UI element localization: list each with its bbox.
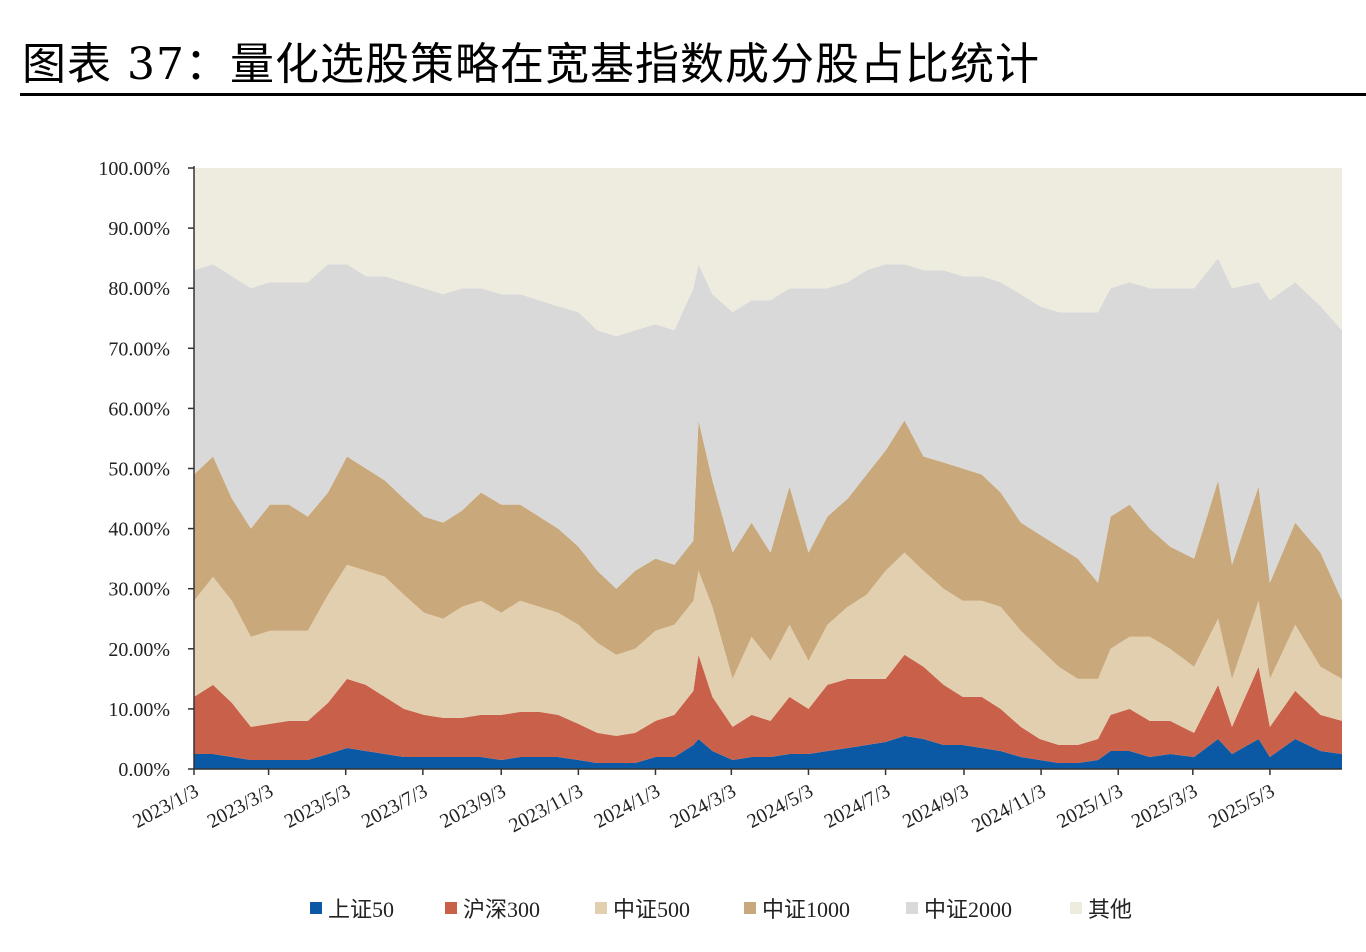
y-tick-label: 40.00% <box>108 519 170 541</box>
area-series-5 <box>194 168 1342 337</box>
x-tick-label: 2023/1/3 <box>129 780 202 833</box>
legend-swatch <box>744 902 756 914</box>
legend-swatch <box>595 902 607 914</box>
x-tick-label: 2023/9/3 <box>436 780 509 833</box>
y-tick-label: 0.00% <box>118 759 170 781</box>
legend-swatch <box>1070 902 1082 914</box>
legend-swatch <box>445 902 457 914</box>
area-series-3 <box>194 420 1342 679</box>
legend-item-3: 中证1000 <box>744 897 850 922</box>
y-tick-label: 50.00% <box>108 459 170 481</box>
y-tick-label: 20.00% <box>108 639 170 661</box>
area-series-0 <box>194 735 1342 769</box>
area-layers <box>194 168 1342 769</box>
y-tick-label: 80.00% <box>108 278 170 300</box>
x-tick-label: 2023/5/3 <box>281 780 354 833</box>
x-tick-label: 2024/7/3 <box>821 780 894 833</box>
chart-title: 图表 37：量化选股策略在宽基指数成分股占比统计 <box>22 39 1040 90</box>
x-tick-label: 2024/5/3 <box>744 780 817 833</box>
x-tick-label: 2025/3/3 <box>1128 780 1201 833</box>
legend-item-2: 中证500 <box>595 897 690 922</box>
area-series-4 <box>194 258 1342 601</box>
x-tick-label: 2024/3/3 <box>667 780 740 833</box>
y-tick-label: 60.00% <box>108 398 170 420</box>
legend-swatch <box>906 902 918 914</box>
x-tick-label: 2024/1/3 <box>591 780 664 833</box>
legend-label: 沪深300 <box>463 897 540 922</box>
x-tick-label: 2024/9/3 <box>899 780 972 833</box>
y-tick-label: 100.00% <box>98 158 170 180</box>
legend-item-0: 上证50 <box>310 897 394 922</box>
x-tick-label: 2023/3/3 <box>204 780 277 833</box>
area-series-1 <box>194 654 1342 763</box>
x-tick-label: 2023/7/3 <box>358 780 431 833</box>
title-underline <box>20 93 1366 96</box>
legend-item-1: 沪深300 <box>445 897 540 922</box>
y-tick-label: 30.00% <box>108 579 170 601</box>
x-tick-label: 2024/11/3 <box>968 780 1049 837</box>
y-tick-label: 90.00% <box>108 218 170 240</box>
legend-item-4: 中证2000 <box>906 897 1012 922</box>
legend-label: 上证50 <box>328 897 394 922</box>
legend-label: 中证500 <box>613 897 690 922</box>
y-tick-label: 10.00% <box>108 699 170 721</box>
area-series-2 <box>194 552 1342 745</box>
legend-label: 其他 <box>1088 897 1132 922</box>
x-tick-label: 2023/11/3 <box>505 780 586 837</box>
legend: 上证50 沪深300 中证500 中证1000 中证2000 其他 <box>310 897 1132 922</box>
x-tick-label: 2025/1/3 <box>1053 780 1126 833</box>
x-tick-label: 2025/5/3 <box>1205 780 1278 833</box>
legend-swatch <box>310 902 322 914</box>
legend-item-5: 其他 <box>1070 897 1132 922</box>
legend-label: 中证2000 <box>924 897 1012 922</box>
y-tick-label: 70.00% <box>108 338 170 360</box>
legend-label: 中证1000 <box>762 897 850 922</box>
